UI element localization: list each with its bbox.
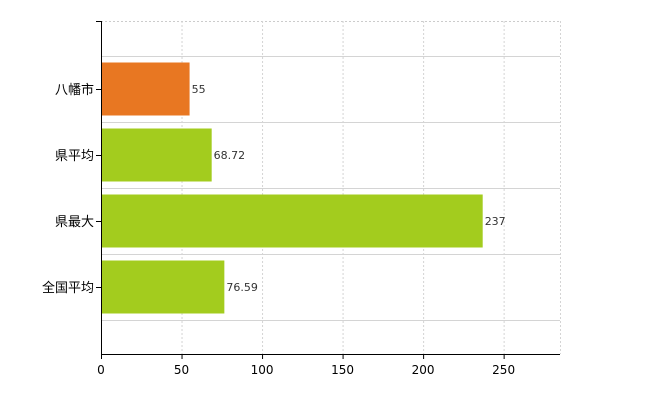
x-tick-label: 150: [331, 363, 354, 377]
labels: 55 八幡市 68.72 県平均 237 県最大 76.59 全国平均 0 50 100 150 200…: [42, 82, 515, 377]
category-label: 県最大: [55, 215, 94, 230]
value-label: 237: [485, 215, 506, 228]
value-label: 76.59: [226, 281, 258, 294]
value-label: 55: [192, 83, 206, 96]
x-tick-label: 250: [492, 363, 515, 377]
axes: [96, 21, 560, 359]
category-label: 全国平均: [42, 280, 94, 296]
bars: [101, 62, 483, 314]
value-label: 68.72: [214, 149, 246, 162]
bar: [101, 260, 225, 314]
x-tick-label: 200: [412, 363, 435, 377]
category-label: 県平均: [55, 149, 94, 164]
x-tick-label: 50: [174, 363, 189, 377]
bar: [101, 194, 483, 248]
category-label: 八幡市: [55, 82, 94, 98]
bar: [101, 62, 190, 116]
x-tick-label: 100: [251, 363, 274, 377]
bar: [101, 128, 212, 182]
x-tick-label: 0: [97, 363, 105, 377]
